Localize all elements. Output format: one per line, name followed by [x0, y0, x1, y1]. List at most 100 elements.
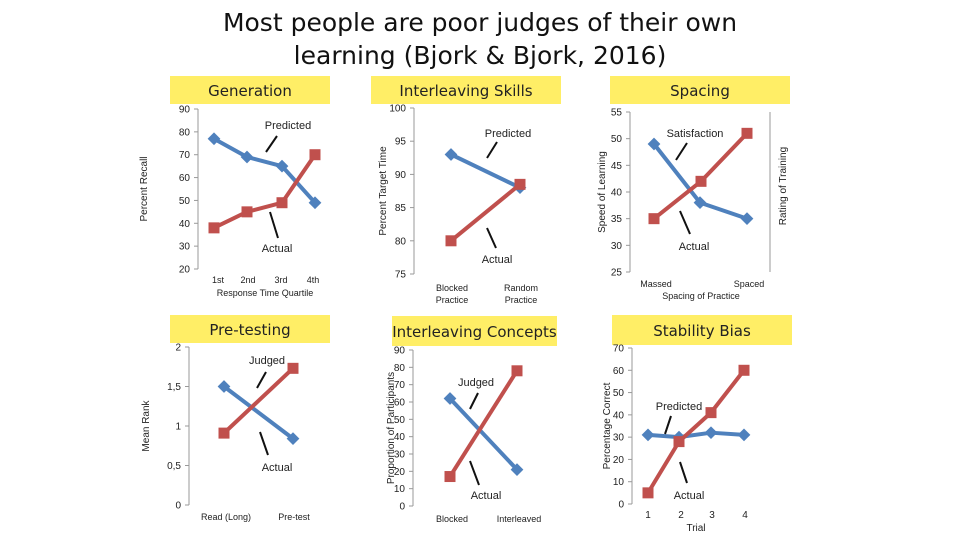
generation-actual-point: [276, 197, 288, 209]
generation-x-axis-label: Response Time Quartile: [217, 288, 314, 298]
interleaving-concepts-y-tick-label: 70: [394, 380, 406, 391]
interleaving-concepts-y-tick-label: 60: [394, 398, 406, 409]
interleaving-concepts-actual-label: Actual: [471, 490, 502, 502]
generation-predicted-line: [213, 136, 317, 205]
stability-bias-actual-point: [642, 487, 654, 499]
spacing-y-tick-label: 50: [611, 134, 623, 145]
pre-testing-x-tick-label-pretest: Pre-test: [278, 512, 310, 522]
interleaving-skills-actual-label: Actual: [482, 254, 513, 266]
interleaving-concepts-judged-point: [443, 392, 457, 405]
generation-predicted-point: [207, 132, 221, 146]
interleaving-skills-y-tick-label: 75: [395, 270, 407, 281]
generation-actual-label: Actual: [262, 243, 293, 255]
generation-actual-point: [309, 149, 321, 161]
interleaving-concepts-y-tick-label: 50: [394, 415, 406, 426]
stability-bias-predicted-label: Predicted: [656, 401, 702, 413]
generation-actual-point: [208, 222, 220, 234]
generation-y-tick-label: 80: [179, 127, 191, 138]
stability-bias-predicted-line: [647, 430, 745, 440]
stability-bias-x-tick-label: 1: [645, 510, 651, 521]
spacing-y-axis-label: Speed of Learning: [597, 151, 608, 233]
generation-actual-line: [213, 153, 317, 230]
generation-predicted-pointer: [265, 135, 278, 153]
pre-testing-actual-line: [222, 366, 295, 435]
pre-testing-title: Pre-testing: [209, 321, 290, 339]
stability-bias-actual-point: [738, 364, 750, 376]
pre-testing-actual-point: [287, 362, 299, 374]
interleaving-concepts-judged-line: [448, 397, 519, 471]
interleaving-concepts-actual-line: [448, 369, 519, 478]
spacing-satisfaction-label: Satisfaction: [667, 128, 724, 140]
interleaving-skills-y-axis-label: Percent Target Time: [378, 146, 389, 236]
generation-y-tick-label: 40: [179, 219, 191, 230]
generation-y-tick-label: 90: [179, 105, 191, 116]
stability-bias-predicted-pointer: [664, 415, 672, 435]
interleaving-concepts-judged-pointer: [469, 392, 479, 410]
interleaving-concepts-x-tick-label-blocked: Blocked: [436, 514, 468, 524]
spacing-y-tick-label: 25: [611, 268, 623, 279]
interleaving-skills-predicted-label: Predicted: [485, 128, 531, 140]
generation-x-tick-label: 1st: [212, 275, 225, 285]
stability-bias-actual-point: [673, 436, 685, 448]
pre-testing-y-tick-label: 1: [175, 422, 181, 433]
stability-bias-y-tick-label: 20: [613, 455, 625, 466]
generation-y-tick-label: 50: [179, 196, 191, 207]
stability-bias-y-tick-label: 60: [613, 366, 625, 377]
spacing-x-tick-label-spaced: Spaced: [734, 279, 765, 289]
interleaving-skills-title: Interleaving Skills: [399, 82, 532, 100]
stability-bias-actual-label: Actual: [674, 490, 705, 502]
interleaving-concepts-y-axis-label: Proportion of Participants: [386, 372, 397, 484]
spacing-actual-point: [648, 213, 660, 225]
generation-x-tick-label: 2nd: [240, 275, 255, 285]
stability-bias-y-tick-label: 70: [613, 344, 625, 355]
interleaving-concepts-y-tick-label: 90: [394, 346, 406, 357]
interleaving-skills-actual-point: [514, 178, 526, 190]
spacing-x-tick-label-massed: Massed: [640, 279, 672, 289]
interleaving-skills-y-tick-label: 100: [389, 104, 406, 115]
interleaving-concepts-actual-point: [511, 365, 523, 377]
interleaving-skills-x-tick-label-random-2: Practice: [505, 295, 538, 305]
pre-testing-actual-point: [218, 427, 230, 439]
spacing-banner: [610, 76, 790, 104]
stability-bias-y-tick-label: 10: [613, 477, 625, 488]
interleaving-concepts-judged-label: Judged: [458, 377, 494, 389]
interleaving-concepts-x-tick-label-interleaved: Interleaved: [497, 514, 542, 524]
slide-title-line-1: Most people are poor judges of their own: [222, 8, 738, 37]
spacing-actual-label: Actual: [679, 241, 710, 253]
interleaving-concepts-y-tick-label: 10: [394, 484, 406, 495]
stability-bias-actual-line: [646, 369, 746, 494]
interleaving-skills-x-tick-label-blocked-1: Blocked: [436, 283, 468, 293]
slide-title-line-2: learning (Bjork & Bjork, 2016): [293, 41, 667, 70]
pre-testing-actual-label: Actual: [262, 462, 293, 474]
interleaving-skills-actual-point: [445, 235, 457, 247]
pre-testing-judged-point: [217, 380, 231, 393]
stability-bias-predicted-point: [641, 428, 655, 442]
pre-testing-x-tick-label-read: Read (Long): [201, 512, 251, 522]
spacing-y-tick-label: 35: [611, 214, 623, 225]
stability-bias-y-tick-label: 30: [613, 433, 625, 444]
interleaving-skills-actual-pointer: [486, 227, 497, 249]
pre-testing-actual-pointer: [259, 431, 269, 456]
spacing-y-tick-label: 55: [611, 108, 623, 119]
interleaving-concepts-actual-pointer: [469, 460, 480, 486]
generation-predicted-point: [308, 196, 322, 210]
spacing-y-tick-label: 45: [611, 161, 623, 172]
spacing-title: Spacing: [670, 82, 730, 100]
stability-bias-y-axis-label: Percentage Correct: [602, 382, 613, 469]
interleaving-skills-y-tick-label: 80: [395, 236, 407, 247]
pre-testing-judged-label: Judged: [249, 355, 285, 367]
interleaving-skills-y-tick-label: 95: [395, 137, 407, 148]
spacing-x-axis-label: Spacing of Practice: [662, 291, 740, 301]
interleaving-concepts-banner: [392, 316, 557, 346]
spacing-satisfaction-point: [740, 212, 754, 226]
interleaving-skills-banner: [371, 76, 561, 104]
generation-predicted-point: [240, 150, 254, 164]
generation-y-tick-label: 30: [179, 242, 191, 253]
spacing-y2-axis-label: Rating of Training: [778, 147, 789, 225]
generation-x-tick-label: 3rd: [274, 275, 287, 285]
interleaving-concepts-y-tick-label: 80: [394, 363, 406, 374]
stability-bias-actual-point: [705, 407, 717, 419]
interleaving-concepts-y-tick-label: 20: [394, 467, 406, 478]
stability-bias-banner: [612, 315, 792, 345]
